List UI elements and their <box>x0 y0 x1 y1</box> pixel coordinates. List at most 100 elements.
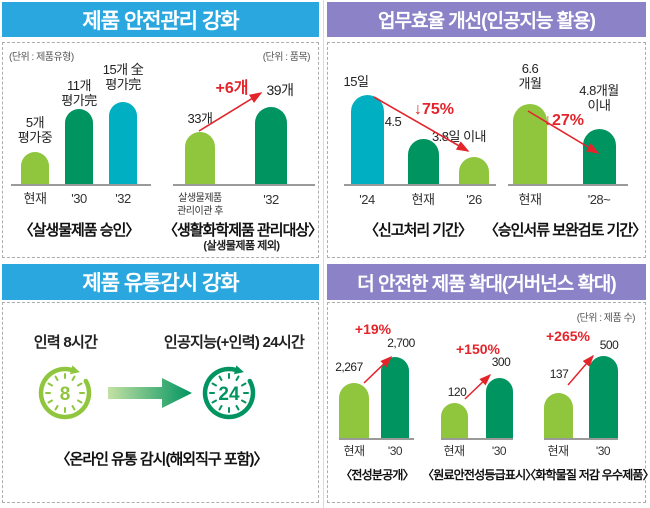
panel-header-blue: 제품 안전관리 강화 <box>2 2 319 37</box>
bar-value-label: 500 <box>599 338 619 352</box>
x-axis-label: '32 <box>263 192 279 207</box>
bar-value-label: 2,267 <box>335 360 363 374</box>
bar-current <box>441 403 468 438</box>
chart-caption: 〈온라인 유통 감시(해외직구 포함)〉 <box>55 451 269 468</box>
bar-2030 <box>65 109 93 184</box>
x-axis-label: 현재 <box>547 444 569 458</box>
increase-arrow-icon <box>567 354 594 386</box>
increase-arrow-icon <box>363 355 393 384</box>
chart-caption: 〈원료안전성등급표시〉 <box>422 468 537 482</box>
bar-current <box>544 393 573 438</box>
clock-hours-8: 8 <box>60 384 71 405</box>
bar-2026 <box>459 157 489 184</box>
change-annotation: +150% <box>456 341 500 357</box>
change-annotation: ↓27% <box>543 112 585 129</box>
x-axis-label: '26 <box>466 192 482 207</box>
panel-title: 업무효율 개선(인공지능 활용) <box>378 11 596 32</box>
chart-household-chemicals <box>173 43 315 186</box>
bar-2024 <box>351 95 384 184</box>
x-axis-label: 현재 <box>518 192 542 207</box>
panel-title: 제품 유통감시 강화 <box>82 272 239 295</box>
x-axis-label: 현재 <box>343 444 365 458</box>
panel-product-safety: 제품 안전관리 강화 (단위 : 제품유형) (단위 : 품목) 5개 평가중 … <box>2 2 323 258</box>
x-axis-label: 현재 <box>411 192 435 207</box>
chart-caption: 〈생활화학제품 관리대상〉 <box>163 222 323 239</box>
bar-2030 <box>381 357 409 438</box>
bar-after-transfer <box>185 132 215 184</box>
x-axis-label: '30 <box>387 444 403 458</box>
decrease-arrow-icon <box>373 96 470 152</box>
panel-body: (단위 : 제품유형) (단위 : 품목) 5개 평가중 11개 평가完 15개… <box>2 42 323 258</box>
chart-chemical-reduction <box>544 303 618 440</box>
chart-caption: 〈승인서류 보완검토 기간〉 <box>483 222 647 239</box>
x-axis-label: 현재 <box>23 191 47 206</box>
panel-body: (단위 : 제품 수) +19% 2,700 2,267 현재 '30 〈전성분… <box>327 302 650 503</box>
panel-title: 더 안전한 제품 확대(거버넌스 확대) <box>357 273 616 295</box>
bar-current <box>21 152 49 184</box>
chart-caption: 〈신고처리 기간〉 <box>364 222 473 239</box>
bar-value-label: 15개 全 평가完 <box>102 62 144 92</box>
x-axis-label: '30 <box>595 444 611 458</box>
bar-current <box>339 383 369 438</box>
panel-body: 인력 8시간 인공지능(+인력) 24시간 8 <box>2 302 319 503</box>
bar-value-label: 6.6 개월 <box>518 61 542 91</box>
bar-value-label: 4.5 <box>384 114 402 129</box>
manual-hours-label: 인력 8시간 <box>33 334 98 351</box>
bar-value-label: 15일 <box>343 74 369 89</box>
bar-2030 <box>486 378 513 438</box>
panel-distribution-monitoring: 제품 유통감시 강화 인력 8시간 인공지능(+인력) 24시간 8 <box>2 264 319 503</box>
change-annotation: +6개 <box>215 80 249 97</box>
ai-hours-label: 인공지능(+인력) 24시간 <box>163 334 305 351</box>
bar-value-label: 39개 <box>266 82 294 98</box>
change-annotation: +19% <box>354 321 392 337</box>
chart-report-processing <box>344 43 496 186</box>
x-axis-label: 살생물제품 관리이관 후 <box>177 193 223 217</box>
bar-2028 <box>583 129 616 184</box>
panel-body: 15일 4.5 ↓75% 3.8일 이내 '24 현재 '26 〈신고처리 기간… <box>327 42 647 258</box>
bar-value-label: 2,700 <box>387 336 415 350</box>
clock-hours-24: 24 <box>218 384 240 405</box>
panel-header-blue: 제품 유통감시 강화 <box>2 264 319 300</box>
x-axis-label: '24 <box>359 192 375 207</box>
bar-2032 <box>255 107 287 184</box>
bar-2032 <box>109 102 137 184</box>
x-axis-label: '32 <box>115 191 131 206</box>
unit-label-left: (단위 : 제품유형) <box>9 52 74 63</box>
chart-caption: 〈화학물질 저감 우수제품〉 <box>524 468 650 482</box>
chart-ingredient-disclosure <box>339 303 414 440</box>
unit-label: (단위 : 제품 수) <box>576 313 636 324</box>
bar-value-label: 4.8개월 이내 <box>579 83 619 113</box>
transition-arrow-icon <box>108 378 192 408</box>
clock-24h-icon: 24 <box>202 365 256 420</box>
bar-value-label: 137 <box>549 367 569 381</box>
x-axis-label: 현재 <box>443 444 465 458</box>
bar-current <box>513 104 547 184</box>
x-axis-label: '30 <box>71 191 87 206</box>
bar-value-label: 3.8일 이내 <box>431 129 487 144</box>
quadrant-divider <box>323 0 324 508</box>
change-annotation: ↓75% <box>413 101 455 118</box>
bar-value-label: 300 <box>491 355 511 369</box>
panel-safer-products: 더 안전한 제품 확대(거버넌스 확대) (단위 : 제품 수) +19% 2,… <box>327 264 650 503</box>
chart-biocide-approval <box>11 43 151 186</box>
bar-value-label: 11개 평가完 <box>61 78 97 108</box>
increase-arrow-icon <box>464 373 492 400</box>
x-axis-label: '30 <box>491 444 507 458</box>
bar-value-label: 33개 <box>187 111 213 126</box>
panel-header-purple: 업무효율 개선(인공지능 활용) <box>327 2 646 37</box>
x-axis-label: '28~ <box>587 192 611 207</box>
chart-safety-grade-label <box>441 303 513 440</box>
change-annotation: +265% <box>546 328 590 344</box>
chart-caption: 〈살생물제품 승인〉 <box>18 222 141 239</box>
chart-subcaption: (살생물제품 제외) <box>203 240 280 252</box>
clock-8h-icon: 8 <box>38 365 92 420</box>
bar-value-label: 5개 평가중 <box>17 115 53 145</box>
chart-approval-review <box>508 43 628 186</box>
bar-value-label: 120 <box>447 385 467 399</box>
panel-header-purple: 더 안전한 제품 확대(거버넌스 확대) <box>327 264 646 300</box>
bar-2030 <box>589 356 618 438</box>
chart-caption: 〈전성분공개〉 <box>340 468 414 482</box>
increase-arrow-icon <box>198 92 263 132</box>
unit-label-right: (단위 : 품목) <box>262 52 311 63</box>
